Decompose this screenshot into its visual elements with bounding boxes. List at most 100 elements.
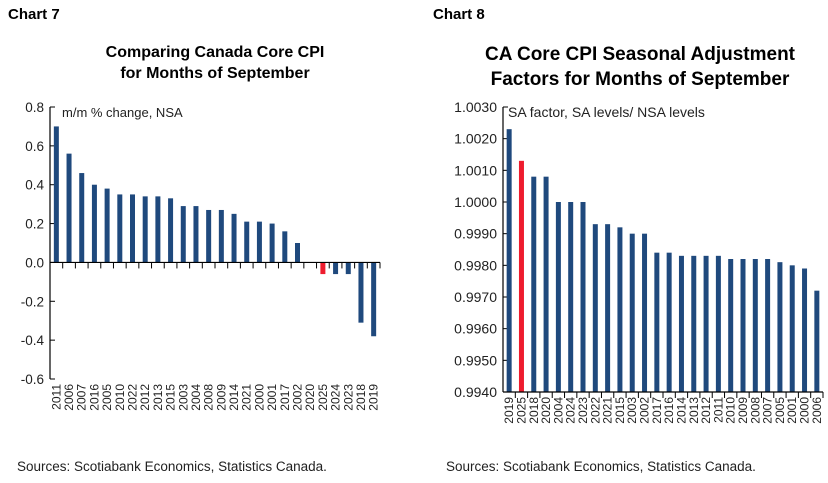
bar-2017 [654,252,660,392]
x-tick-label: 2021 [240,384,254,411]
x-tick-label: 2023 [576,397,590,424]
bar-2022 [592,224,598,392]
bar-2002 [295,243,300,263]
x-tick-label: 2011 [49,384,63,410]
y-tick-label: 0.8 [25,100,44,115]
x-tick-label: 2018 [527,397,541,424]
bar-2010 [728,259,734,392]
bar-2009 [740,259,746,392]
x-tick-label: 2006 [810,397,824,424]
chart8-title-line1: CA Core CPI Seasonal Adjustment [484,44,796,65]
x-tick-label: 2017 [278,384,292,411]
x-tick-label: 2005 [773,397,787,424]
x-tick-label: 2002 [291,384,305,411]
bar-2001 [269,223,275,263]
bar-2024 [333,262,339,275]
x-tick-label: 2001 [785,397,799,424]
chart7-title-line2: for Months of September [120,65,310,82]
bar-2021 [605,224,611,392]
bar-2008 [206,209,212,263]
y-tick-label: 0.9980 [454,257,497,273]
x-tick-label: 2004 [189,384,203,411]
y-tick-label: -0.2 [21,294,44,309]
bar-2017 [282,231,288,263]
y-tick-label: 0.9940 [454,384,497,400]
x-tick-label: 2008 [748,397,762,424]
x-tick-label: 2015 [164,384,178,411]
bar-2001 [789,265,795,392]
x-tick-label: 2012 [699,397,713,424]
x-tick-label: 2007 [75,384,89,411]
x-tick-label: 2014 [227,384,241,411]
bar-2007 [765,259,771,392]
bar-2011 [715,255,721,392]
bar-2020 [543,176,549,392]
x-tick-label: 2016 [87,384,101,411]
bar-2011 [53,126,59,263]
x-tick-label: 2009 [736,397,750,424]
x-tick-label: 2022 [588,397,602,424]
x-tick-label: 2000 [798,397,812,424]
bar-2024 [568,202,574,392]
y-tick-label: -0.6 [21,372,44,387]
x-tick-label: 2009 [214,384,228,411]
x-tick-label: 2023 [341,384,355,411]
x-tick-label: 2019 [502,397,516,424]
bar-2006 [814,290,820,392]
y-tick-label: 1.0030 [454,99,497,115]
chart8-annotation: SA factor, SA levels/ NSA levels [508,104,705,120]
bar-2014 [678,255,684,392]
chart7-label: Chart 7 [8,6,60,23]
y-tick-label: 1.0000 [454,194,497,210]
chart8-source: Sources: Scotiabank Economics, Statistic… [446,459,756,474]
bar-2006 [66,153,72,263]
bar-2025 [518,160,524,392]
x-tick-label: 2025 [514,397,528,424]
bar-2003 [629,233,635,392]
x-tick-label: 2018 [354,384,368,411]
chart7-title-line1: Comparing Canada Core CPI [105,44,325,61]
y-tick-label: 0.6 [25,139,44,154]
bar-2007 [79,173,85,263]
bar-2022 [130,194,135,263]
bar-2019 [506,129,512,392]
chart7-title: Comparing Canada Core CPI for Months of … [40,42,390,84]
x-tick-label: 2015 [613,397,627,424]
x-tick-label: 2011 [711,397,725,423]
x-tick-label: 2021 [601,397,615,424]
x-tick-label: 2013 [151,384,165,411]
x-tick-label: 2024 [564,397,578,424]
bar-2014 [231,213,237,263]
y-tick-label: 0.9960 [454,321,497,337]
x-tick-label: 2020 [539,397,553,424]
bar-2019 [371,262,377,337]
chart7-annotation: m/m % change, NSA [62,105,183,120]
x-tick-label: 2007 [761,397,775,424]
bar-2010 [117,194,123,263]
bar-2016 [666,252,672,392]
bar-2023 [345,262,351,275]
x-tick-label: 2012 [138,384,152,411]
y-tick-label: -0.4 [21,333,45,348]
bar-2005 [104,188,110,263]
x-tick-label: 2025 [316,384,330,411]
y-tick-label: 0.9950 [454,352,497,368]
y-tick-label: 0.9990 [454,226,497,242]
bar-2023 [580,202,586,392]
x-tick-label: 2022 [126,384,140,411]
bar-2015 [617,227,623,392]
x-tick-label: 2024 [329,384,343,411]
x-tick-label: 2017 [650,397,664,424]
chart8-label: Chart 8 [433,6,485,23]
bar-2004 [193,206,199,263]
bar-2004 [555,202,561,392]
x-tick-label: 2020 [303,384,317,411]
bar-2005 [777,262,783,392]
x-tick-label: 2003 [176,384,190,411]
x-tick-label: 2010 [113,384,127,411]
x-tick-label: 2013 [687,397,701,424]
x-tick-label: 2006 [62,384,76,411]
bar-2000 [256,221,262,263]
chart8-title-line2: Factors for Months of September [490,69,790,90]
